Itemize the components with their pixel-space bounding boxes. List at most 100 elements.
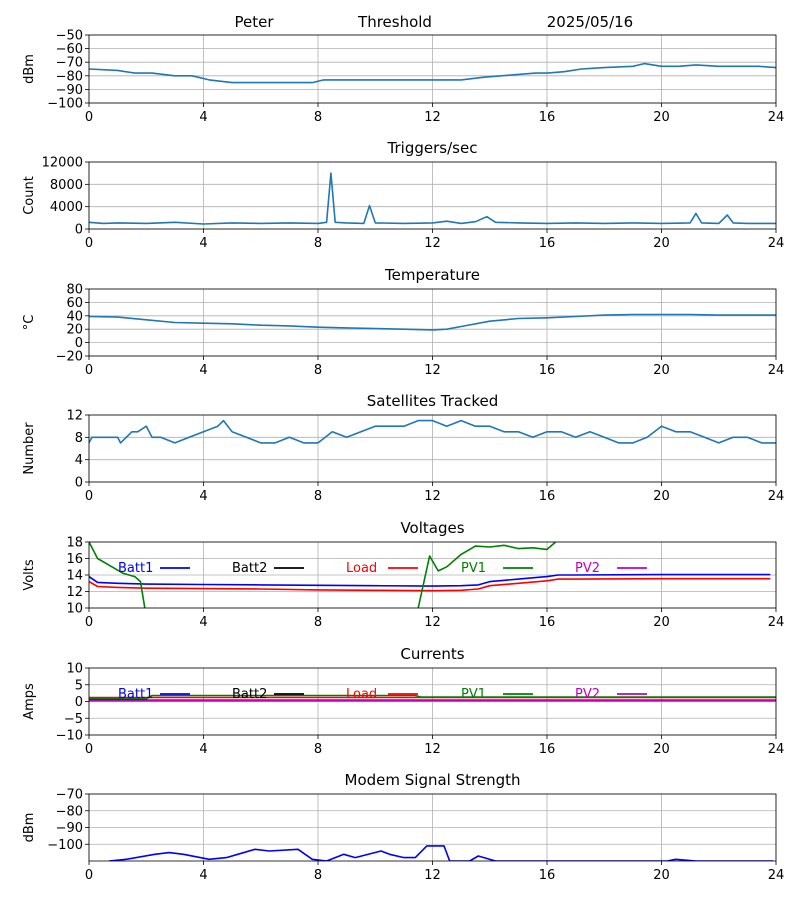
series-line-batt1 [89, 573, 771, 587]
x-tick-label: 4 [199, 615, 207, 630]
header: Peter Threshold 2025/05/16 [234, 13, 633, 31]
x-tick-label: 24 [768, 489, 785, 504]
y-axis-label: Count [22, 176, 37, 215]
y-tick-label: −60 [56, 42, 83, 57]
x-tick-label: 0 [85, 363, 93, 378]
x-tick-label: 16 [539, 742, 556, 757]
panel-modem: 0 4 8 12 16 20 24 −100 −90 −80−70 dBm Modem Signal … [22, 771, 784, 883]
series-group [89, 694, 776, 702]
x-tick-label: 20 [653, 489, 670, 504]
series-line-temperature [89, 313, 776, 331]
y-tick-label: 10 [66, 602, 83, 617]
legend-label-batt2: Batt2 [232, 687, 267, 702]
legend-label-pv1: PV1 [461, 687, 486, 702]
x-tick-label: 16 [539, 110, 556, 125]
y-tick-label: 18 [66, 536, 83, 551]
x-tick-label: 8 [314, 868, 322, 883]
legend-label-pv2: PV2 [575, 687, 600, 702]
y-tick-label: −20 [56, 350, 83, 365]
panel-title: Triggers/sec [387, 139, 478, 157]
x-tick-label: 16 [539, 868, 556, 883]
series-line-triggers [89, 172, 776, 225]
y-tick-label: 10 [66, 662, 83, 677]
y-tick-label: 12000 [42, 156, 83, 171]
x-tick-label: 4 [199, 363, 207, 378]
series-group [89, 313, 776, 331]
y-tick-label: −70 [56, 56, 83, 71]
y-tick-label: 12 [66, 409, 83, 424]
x-tick-label: 20 [653, 742, 670, 757]
x-tick-label: 4 [199, 868, 207, 883]
series-line-pv1 [89, 542, 146, 608]
x-tick-label: 8 [314, 236, 322, 251]
series-group [89, 172, 776, 225]
y-tick-label: −90 [56, 83, 83, 98]
x-tick-label: 24 [768, 868, 785, 883]
x-tick-label: 16 [539, 236, 556, 251]
x-tick-label: 8 [314, 489, 322, 504]
y-tick-label: 16 [66, 552, 83, 567]
x-tick-label: 0 [85, 236, 93, 251]
y-tick-label: −80 [56, 69, 83, 84]
series-line-pv1 [417, 542, 557, 608]
panel-threshold: 0 4 8 12 16 20 24 −100−90−80−70−60−50 dBm [22, 29, 784, 126]
header-date: 2025/05/16 [547, 13, 633, 31]
y-tick-label: 14 [66, 569, 83, 584]
legend-label-pv2: PV2 [575, 561, 600, 576]
x-tick-label: 0 [85, 615, 93, 630]
x-tick-label: 8 [314, 363, 322, 378]
panel-title: Temperature [384, 266, 480, 284]
legend-label-batt2: Batt2 [232, 561, 267, 576]
legend-label-batt1: Batt1 [118, 561, 153, 576]
x-tick-label: 24 [768, 236, 785, 251]
x-tick-label: 20 [653, 363, 670, 378]
y-tick-label: −80 [56, 804, 83, 819]
y-tick-label: −10 [56, 729, 83, 744]
x-tick-label: 20 [653, 868, 670, 883]
series-line-threshold [89, 62, 776, 84]
y-axis-label: °C [22, 315, 37, 331]
x-tick-label: 4 [199, 489, 207, 504]
y-tick-label: 60 [66, 296, 83, 311]
x-tick-label: 8 [314, 615, 322, 630]
panel-satellites: 0 4 8 12 16 20 24 0 4 8 12 Number Satellites Tracked [22, 392, 784, 504]
x-tick-label: 12 [424, 110, 441, 125]
x-tick-label: 16 [539, 615, 556, 630]
y-tick-label: 4000 [50, 200, 83, 215]
series-line-modem [108, 845, 774, 861]
y-tick-label: 4 [75, 453, 83, 468]
y-tick-label: −100 [47, 97, 83, 112]
x-tick-label: 12 [424, 868, 441, 883]
x-tick-label: 12 [424, 615, 441, 630]
x-tick-label: 0 [85, 489, 93, 504]
legend-label-batt1: Batt1 [118, 687, 153, 702]
legend-label-load: Load [346, 687, 377, 702]
x-tick-label: 8 [314, 110, 322, 125]
series-group [89, 62, 776, 84]
x-tick-label: 16 [539, 363, 556, 378]
x-tick-label: 0 [85, 742, 93, 757]
y-tick-label: 0 [75, 336, 83, 351]
series-group [108, 845, 774, 861]
y-tick-label: 0 [75, 476, 83, 491]
y-tick-label: −5 [64, 712, 83, 727]
y-axis-label: Volts [22, 559, 37, 591]
panel-title: Voltages [400, 519, 464, 537]
legend: Batt1 Batt2 Load PV1 PV2 [118, 561, 647, 576]
x-tick-label: 24 [768, 110, 785, 125]
y-tick-label: −90 [56, 821, 83, 836]
legend-label-pv1: PV1 [461, 561, 486, 576]
y-tick-label: 8000 [50, 178, 83, 193]
x-tick-label: 24 [768, 742, 785, 757]
series-line-pv1 [89, 694, 776, 700]
header-mode: Threshold [357, 13, 432, 31]
x-tick-label: 4 [199, 742, 207, 757]
series-group [89, 419, 776, 444]
y-tick-label: −50 [56, 29, 83, 44]
series-group [89, 542, 771, 608]
header-station: Peter [234, 13, 274, 31]
